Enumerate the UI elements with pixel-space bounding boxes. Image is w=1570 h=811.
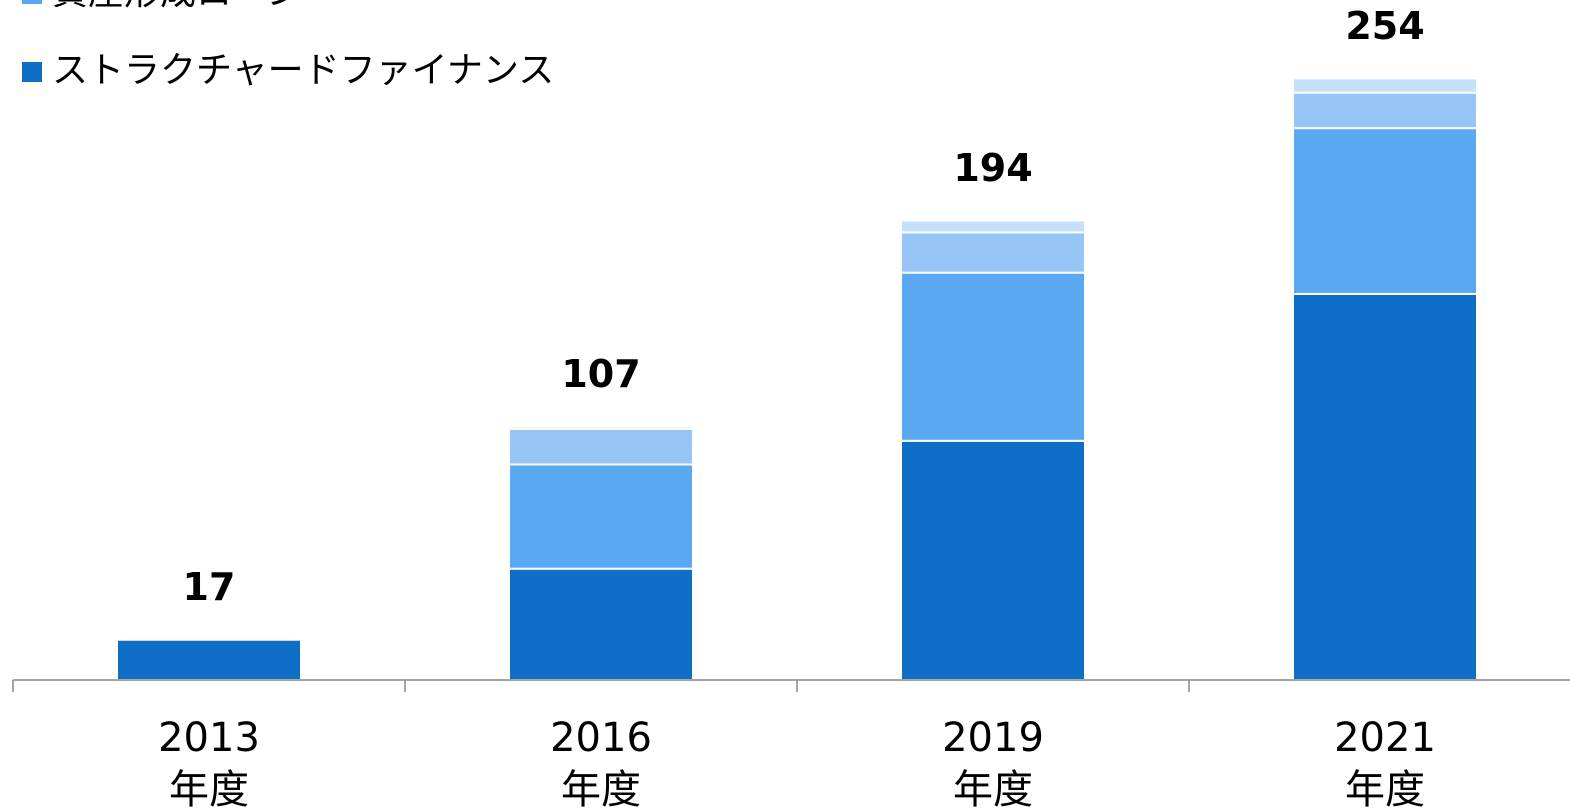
legend-label: ストラクチャードファイナンス [52,50,554,91]
bar-segment [900,271,1086,442]
legend-label: 資産形成ローン [52,0,302,13]
bar-segment [508,463,694,570]
total-label: 107 [561,352,640,396]
bar-segment [1292,91,1478,130]
bar-segment [1292,77,1478,94]
bar-segment [116,638,302,681]
bar-segment [508,567,694,681]
bar-segment [900,231,1086,274]
x-tick-label: 2019 年度 [942,715,1044,811]
bar-segment [508,427,694,466]
bar-segment [1292,127,1478,295]
total-label: 254 [1345,4,1424,48]
total-label: 194 [953,146,1032,190]
bar-segment [1292,292,1478,681]
x-tick-label: 2013 年度 [158,715,260,811]
x-tick-label: 2016 年度 [550,715,652,811]
bar-segment [900,219,1086,234]
x-tick-label: 2021 年度 [1334,715,1436,811]
legend-swatch [22,62,42,82]
legend-swatch [22,0,42,4]
bar-segment [508,425,694,430]
bar-segment [900,439,1086,681]
total-label: 17 [183,565,236,609]
